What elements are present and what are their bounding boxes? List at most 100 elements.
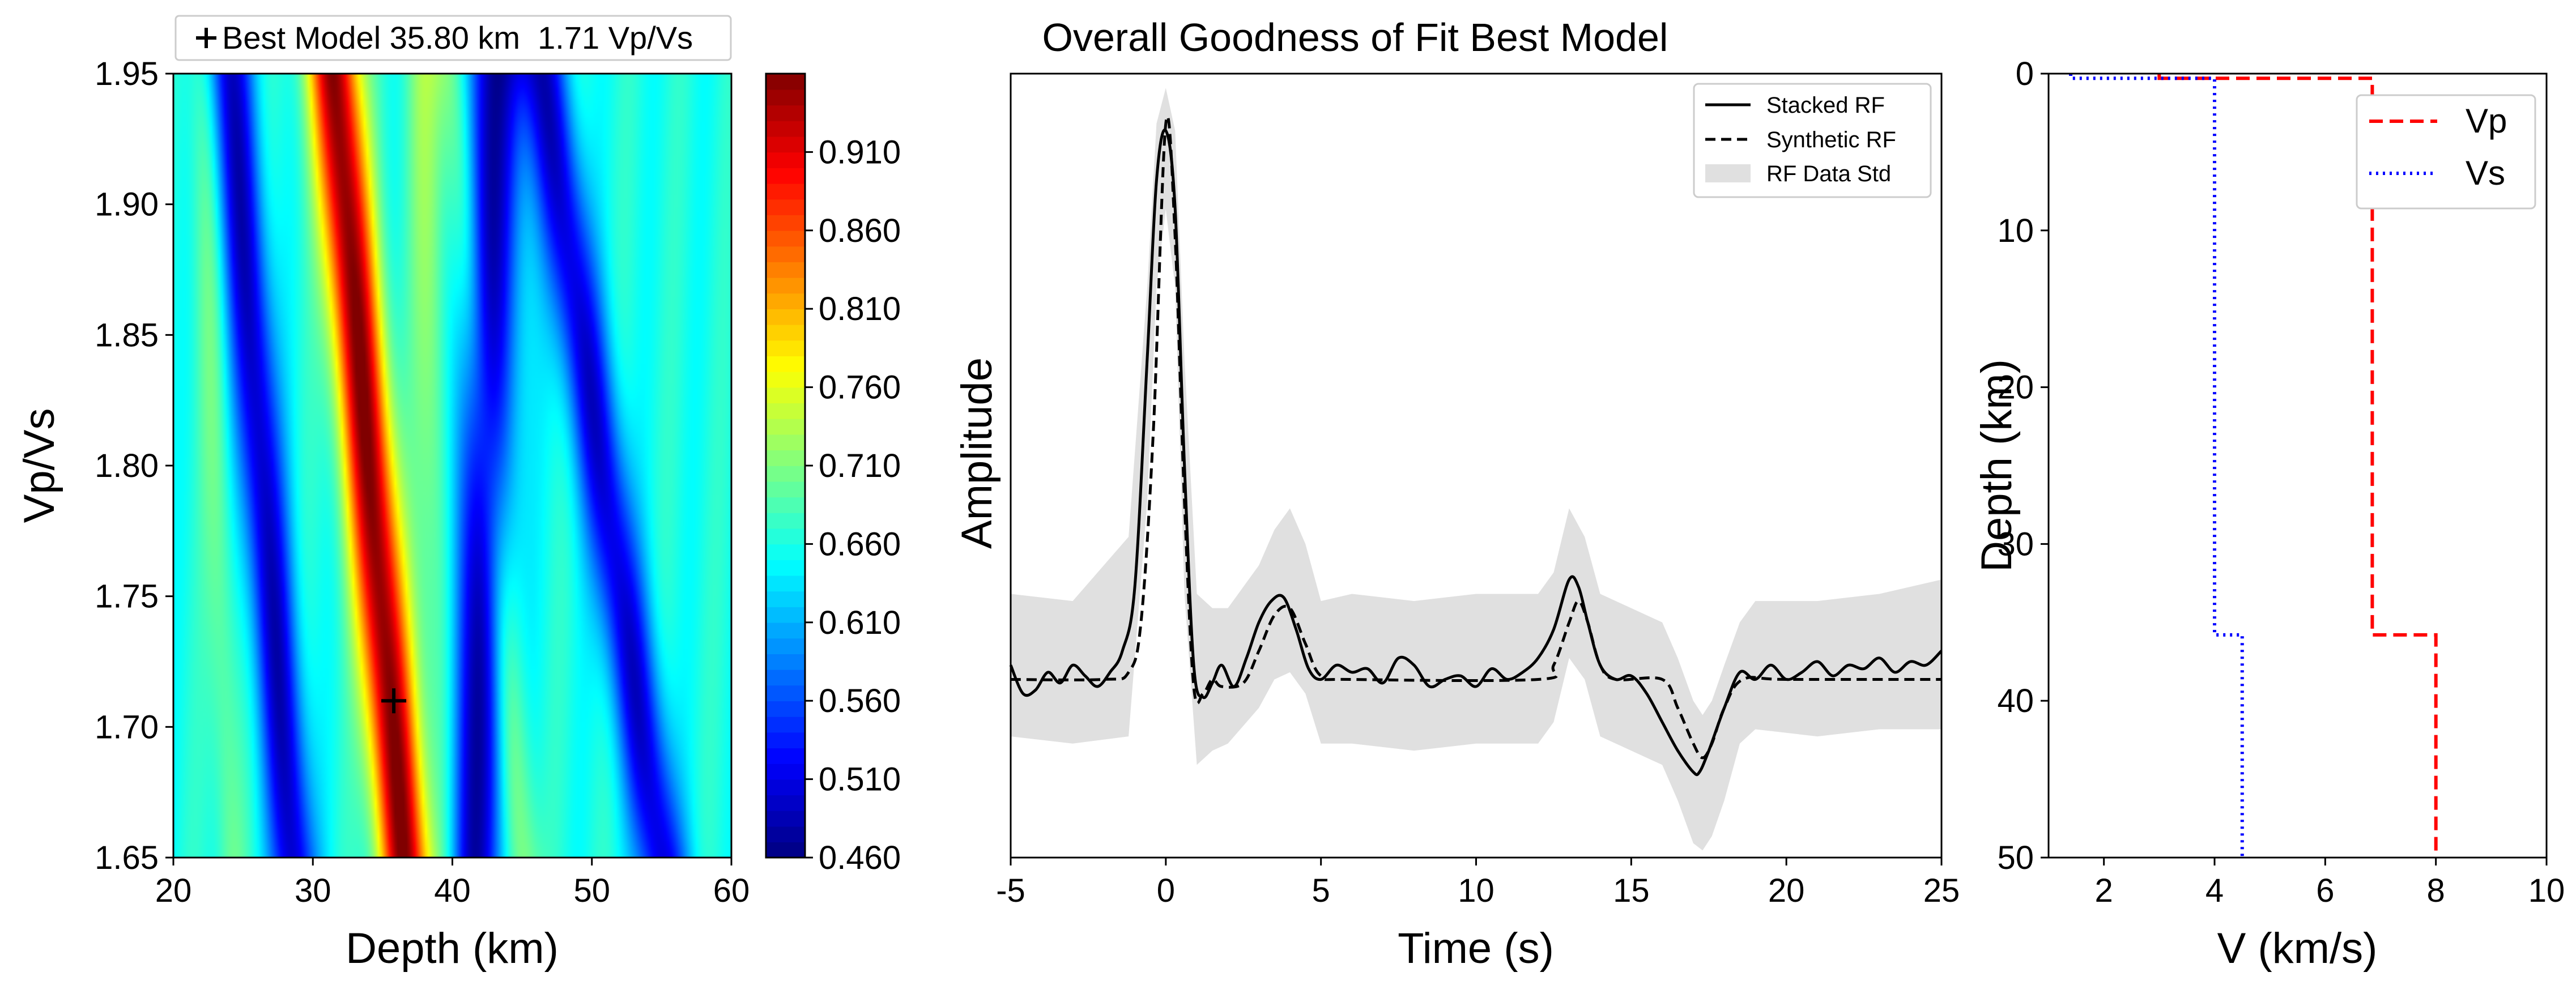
heatmap-x-tick-label: 40 [434,872,471,909]
colorbar-band [766,371,805,388]
colorbar: 0.460 0.510 0.560 0.610 0.660 0.710 0.760 0.810… [765,73,901,876]
colorbar-band [766,826,805,843]
colorbar-band [766,669,805,686]
colorbar-band [766,105,805,121]
legend-stacked-rf: Stacked RF [1766,93,1885,118]
heatmap-y-tick-label: 1.95 [95,56,159,92]
legend-rf-data-std: RF Data Std [1766,161,1891,186]
velocity-y-tick-label: 0 [2016,56,2034,92]
rf-legend: Stacked RF Synthetic RF RF Data Std [1693,83,1932,198]
colorbar-band [766,121,805,137]
velocity-x-tick-label: 10 [2528,872,2565,909]
colorbar-band [766,622,805,639]
rf-axes: -5 0 5 10 15 20 25 [996,858,1960,909]
rf-fit-plot: Overall Goodness of Fit Best Model -5 0 5 1… [953,15,1960,973]
colorbar-tick-label: 0.510 [819,761,901,798]
colorbar-band [766,732,805,749]
vp-profile-line [2157,74,2438,858]
colorbar-band [766,246,805,262]
heatmap-y-tick-label: 1.75 [95,578,159,615]
rf-lines [1009,115,1943,777]
depth-vpvs-heatmap: 20 30 40 50 60 1.65 1.70 1.75 1.80 1.85 1.90 1.95 D… [15,15,750,973]
colorbar-band [766,748,805,764]
rf-x-tick-label: -5 [996,872,1025,909]
colorbar-band [766,215,805,231]
velocity-lines [2069,74,2438,858]
rf-x-tick-label: 15 [1613,872,1650,909]
colorbar-tick-label: 0.460 [819,839,901,876]
colorbar-gradient [766,74,805,858]
velocity-y-tick-label: 10 [1997,212,2034,249]
best-model-legend: Best Model 35.80 km 1.71 Vp/Vs [174,15,732,61]
heatmap-y-tick-label: 1.90 [95,186,159,223]
heatmap-x-label: Depth (km) [346,924,559,973]
colorbar-tick-label: 0.710 [819,447,901,484]
velocity-axes: 2 4 6 8 10 0 10 20 30 40 50 [1997,56,2565,909]
legend-vp: Vp [2466,102,2507,140]
colorbar-tick-label: 0.560 [819,683,901,719]
colorbar-band [766,466,805,482]
colorbar-band [766,230,805,247]
velocity-x-tick-label: 4 [2205,872,2224,909]
heatmap-axes: 20 30 40 50 60 1.65 1.70 1.75 1.80 1.85 1.90 1.95 [95,56,750,909]
colorbar-band [766,199,805,215]
legend-synthetic-rf: Synthetic RF [1766,127,1896,152]
colorbar-band [766,277,805,294]
rf-x-label: Time (s) [1398,924,1554,973]
colorbar-band [766,544,805,560]
colorbar-band [766,575,805,592]
velocity-x-tick-label: 2 [2095,872,2113,909]
colorbar-tick-label: 0.860 [819,212,901,249]
heatmap-x-tick-label: 30 [295,872,331,909]
colorbar-band [766,74,805,90]
heatmap-y-label: Vp/Vs [15,408,63,523]
vs-profile-line [2069,74,2244,858]
rf-data-std-band [1011,88,1941,851]
colorbar-band [766,418,805,435]
plus-marker-icon [196,28,216,48]
rf-std-band [1011,88,1941,851]
colorbar-band [766,842,805,858]
colorbar-band [766,638,805,654]
colorbar-band [766,654,805,670]
velocity-y-tick-label: 30 [1997,526,2034,562]
colorbar-band [766,324,805,341]
velocity-model-plot: 2 4 6 8 10 0 10 20 30 40 50 V (km/s) Depth (km) Vp… [1973,56,2565,973]
synthetic-rf-line [1010,115,1941,760]
colorbar-ticks: 0.460 0.510 0.560 0.610 0.660 0.710 0.760 0.810… [805,134,901,876]
rf-x-tick-label: 10 [1458,872,1494,909]
colorbar-band [766,779,805,796]
velocity-y-tick-label: 50 [1997,839,2034,876]
colorbar-band [766,356,805,372]
stacked-rf-line [1009,128,1943,777]
heatmap-y-tick-label: 1.85 [95,317,159,353]
legend-vs: Vs [2466,154,2505,192]
rf-x-tick-label: 20 [1768,872,1805,909]
heatmap-y-tick-label: 1.70 [95,709,159,745]
colorbar-band [766,293,805,309]
colorbar-band [766,183,805,200]
colorbar-band [766,607,805,623]
colorbar-band [766,434,805,451]
colorbar-band [766,309,805,325]
heatmap-x-tick-label: 20 [155,872,192,909]
rf-x-tick-label: 25 [1923,872,1960,909]
colorbar-band [766,340,805,357]
heatmap-x-tick-label: 60 [713,872,750,909]
colorbar-band [766,810,805,827]
colorbar-band [766,763,805,780]
rf-y-label: Amplitude [953,357,1001,549]
colorbar-band [766,403,805,419]
heatmap-x-tick-label: 50 [573,872,610,909]
colorbar-band [766,136,805,153]
colorbar-band [766,685,805,701]
colorbar-band [766,591,805,607]
colorbar-band [766,168,805,184]
colorbar-band [766,716,805,733]
colorbar-band [766,513,805,529]
colorbar-band [766,152,805,168]
colorbar-band [766,481,805,498]
colorbar-tick-label: 0.610 [819,604,901,641]
colorbar-band [766,387,805,404]
